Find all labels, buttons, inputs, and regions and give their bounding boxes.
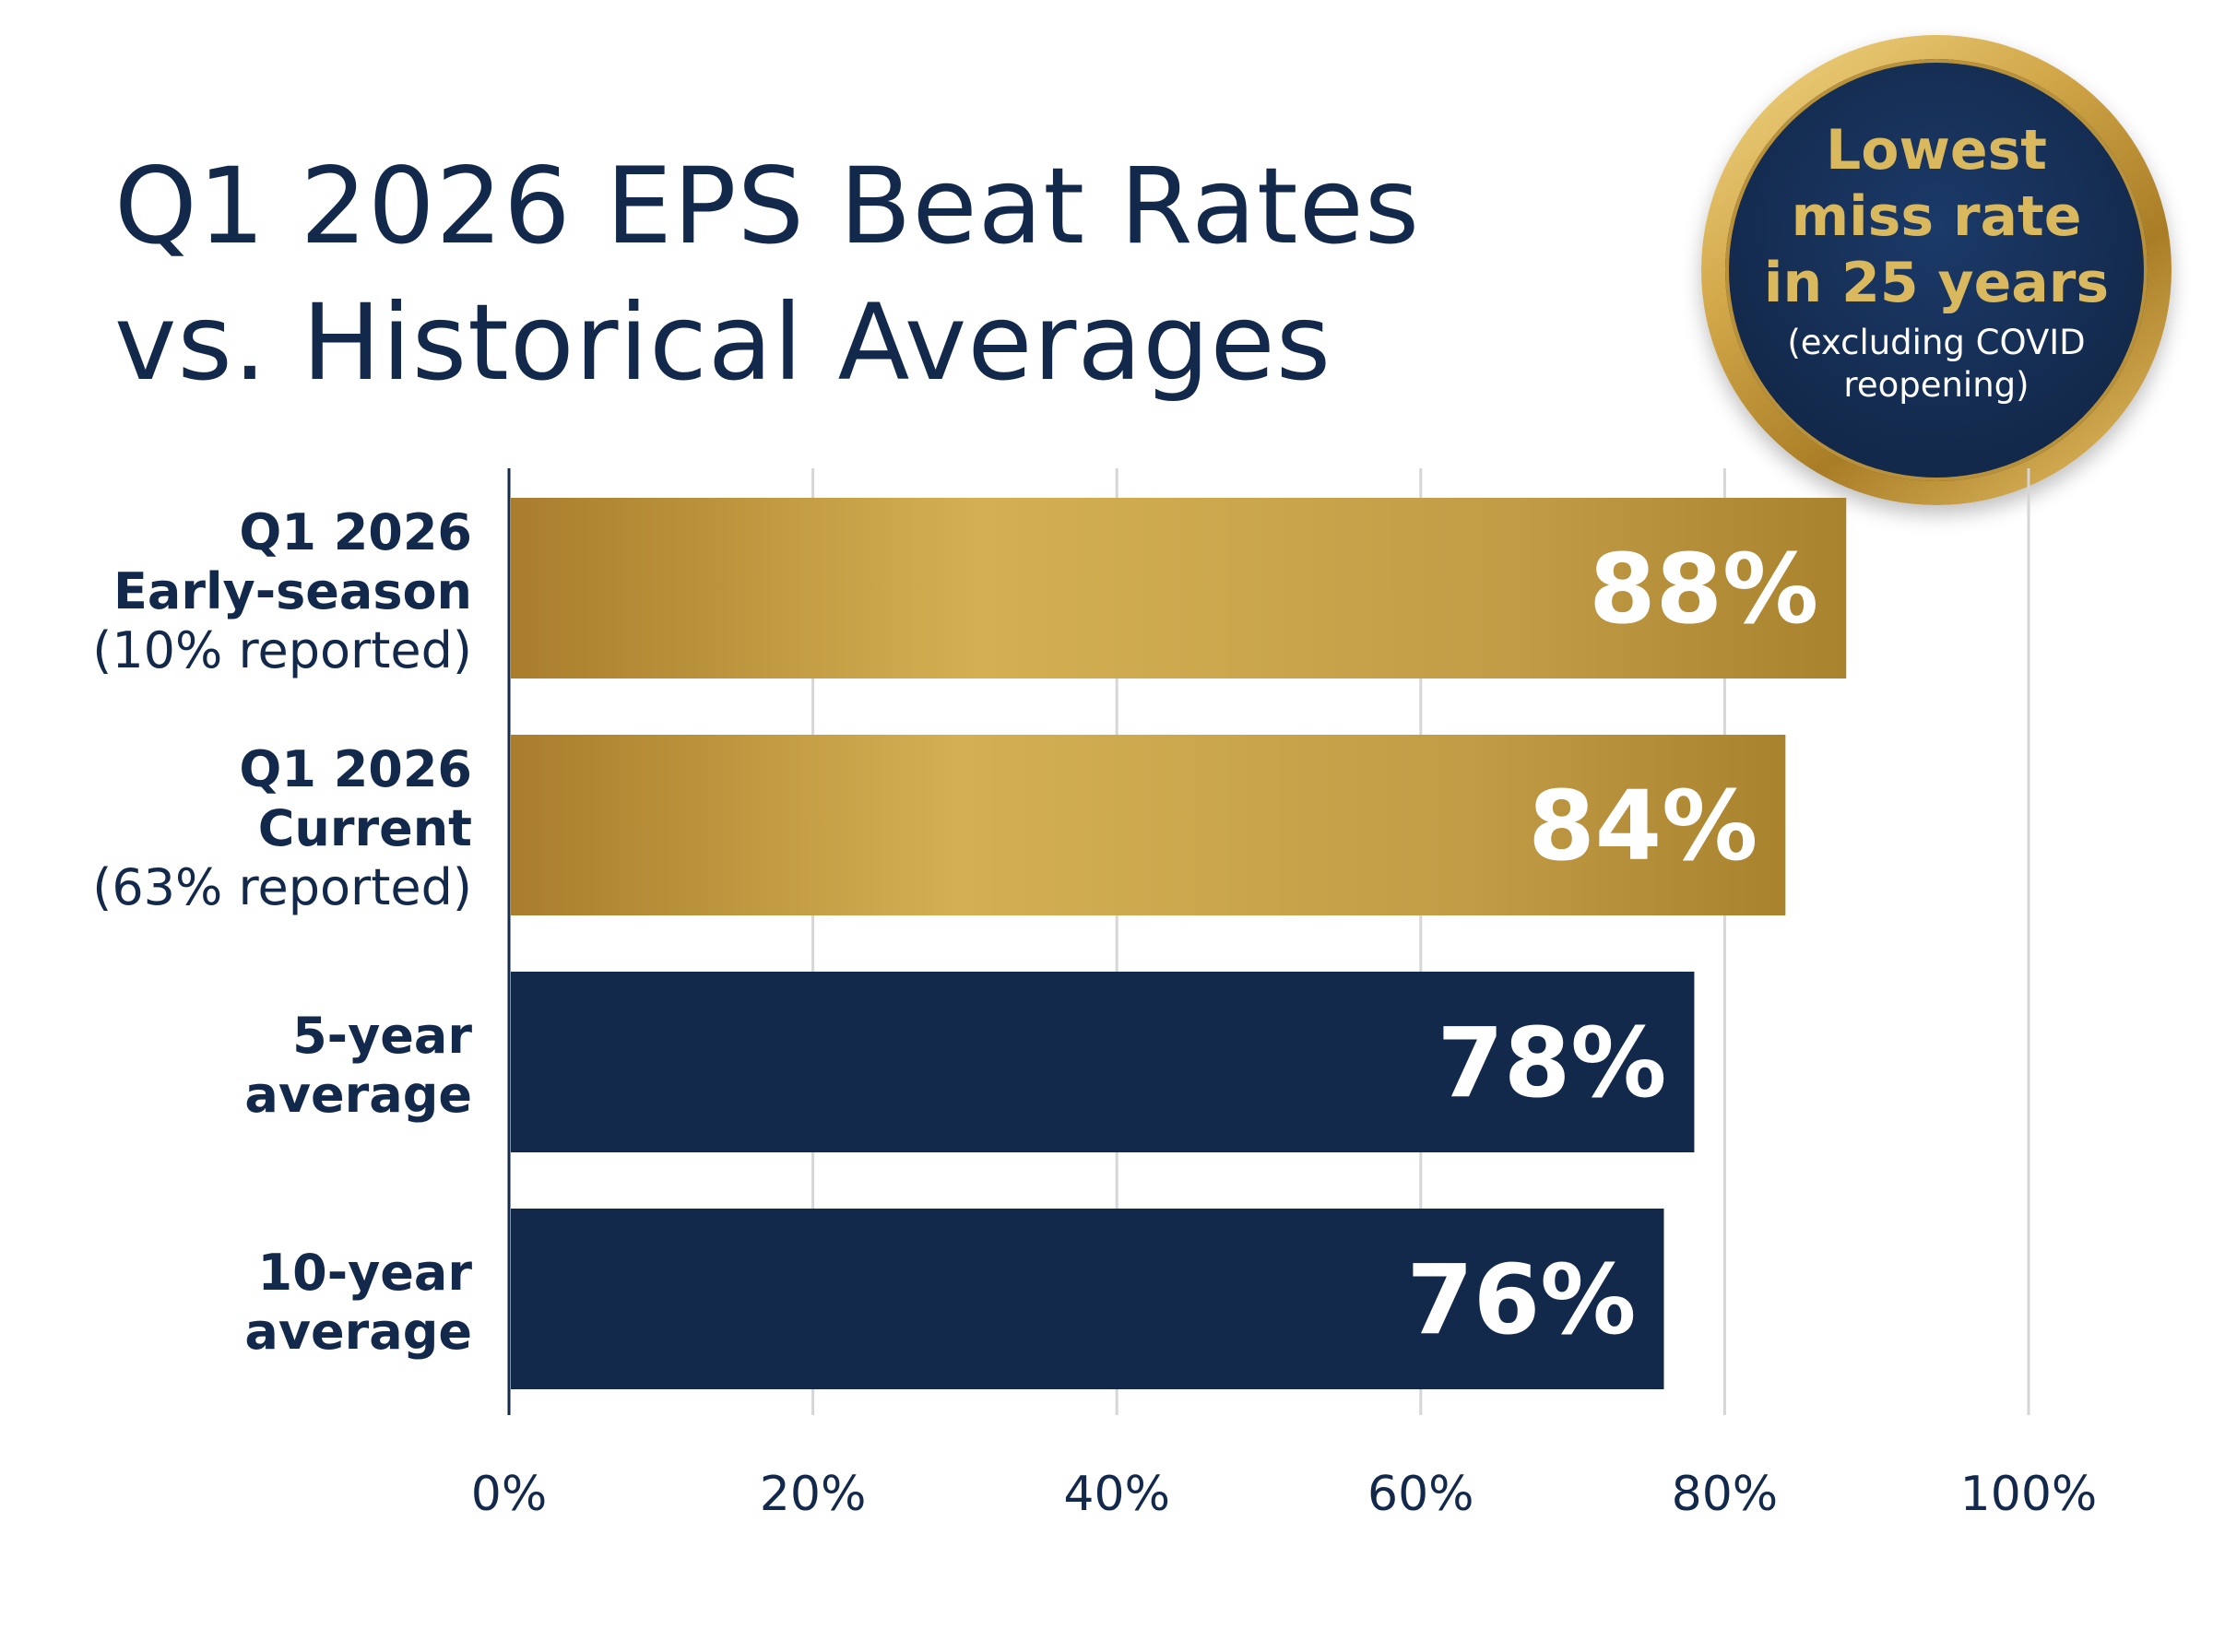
chart-title-line-2: vs. Historical Averages xyxy=(114,281,1332,404)
bar xyxy=(511,1209,1664,1389)
bar-value-label: 84% xyxy=(1528,770,1757,882)
x-tick-label: 60% xyxy=(1367,1467,1474,1522)
category-label-line: Early-season xyxy=(113,562,472,620)
annotation-badge-inner: Lowest miss rate in 25 years (excluding … xyxy=(1725,59,2148,481)
category-label: Q1 2026 Current (63% reported) xyxy=(92,740,472,917)
annotation-badge: Lowest miss rate in 25 years (excluding … xyxy=(1701,35,2172,505)
category-label-line: average xyxy=(244,1303,472,1361)
category-label-line: average xyxy=(244,1066,472,1124)
bar xyxy=(511,735,1786,915)
category-label-line: 5-year xyxy=(292,1007,472,1065)
category-label-line: Q1 2026 xyxy=(239,740,472,798)
category-label: 10-year average xyxy=(244,1244,472,1362)
chart-title: Q1 2026 EPS Beat Rates vs. Historical Av… xyxy=(114,138,1420,411)
axes: 0% 20% 40% 60% 80% 100% xyxy=(471,468,2098,1522)
category-label-note: (10% reported) xyxy=(92,621,472,679)
annotation-headline: Lowest miss rate in 25 years xyxy=(1763,118,2110,315)
bar xyxy=(511,498,1847,678)
category-label-line: Current xyxy=(257,799,472,857)
category-label: 5-year average xyxy=(244,1007,472,1125)
category-label-note: (63% reported) xyxy=(92,858,472,916)
x-tick-label: 80% xyxy=(1672,1467,1779,1522)
category-label: Q1 2026 Early-season (10% reported) xyxy=(92,503,472,680)
category-label-line: Q1 2026 xyxy=(239,503,472,561)
bar-value-label: 78% xyxy=(1438,1007,1667,1119)
bars: 88% 84% 78% 76% xyxy=(511,498,1847,1389)
category-label-line: 10-year xyxy=(257,1244,472,1302)
x-tick-label: 20% xyxy=(760,1467,867,1522)
annotation-note: (excluding COVID reopening) xyxy=(1787,323,2086,405)
bar xyxy=(511,972,1695,1152)
bar-value-label: 88% xyxy=(1589,533,1818,645)
x-tick-label: 40% xyxy=(1063,1467,1170,1522)
x-tick-label: 0% xyxy=(471,1467,548,1522)
x-tick-label: 100% xyxy=(1960,1467,2098,1522)
chart-title-line-1: Q1 2026 EPS Beat Rates xyxy=(114,145,1421,267)
bar-value-label: 76% xyxy=(1407,1244,1637,1356)
